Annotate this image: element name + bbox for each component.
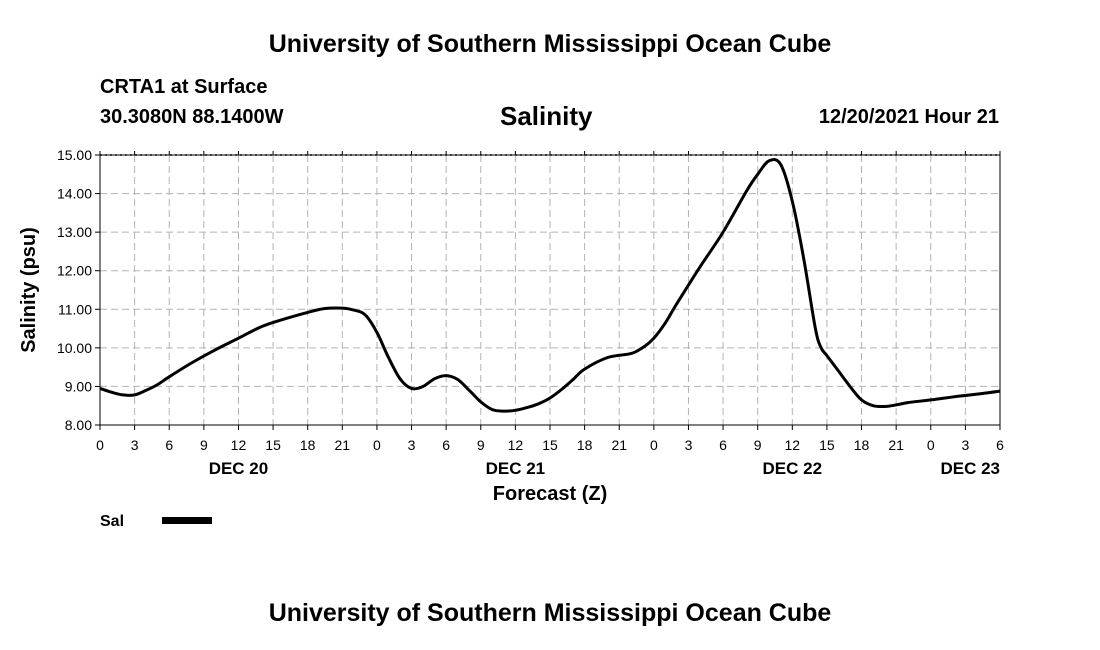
x-tick-label: 12 <box>231 437 247 453</box>
y-tick-label: 10.00 <box>57 340 92 356</box>
grid-lines <box>100 154 1000 425</box>
x-tick-label: 9 <box>477 437 485 453</box>
x-tick-label: 0 <box>927 437 935 453</box>
x-tick-label: 12 <box>785 437 801 453</box>
x-tick-label: 0 <box>373 437 381 453</box>
y-tick-label: 8.00 <box>65 417 92 433</box>
y-axis-label: Salinity (psu) <box>18 227 40 353</box>
y-tick-label: 13.00 <box>57 224 92 240</box>
x-tick-label: 21 <box>888 437 904 453</box>
x-tick-label: 15 <box>542 437 558 453</box>
station-coordinates: 30.3080N 88.1400W <box>100 106 284 128</box>
y-tick-label: 14.00 <box>57 186 92 202</box>
x-axis-ticks: 0 3 6 9 12 15 18 21 0 3 6 9 12 15 18 21 0 3 6 9 12 15 18 21 0 3 6 D… <box>96 151 1004 478</box>
x-tick-label: 3 <box>131 437 139 453</box>
x-tick-label: 18 <box>300 437 316 453</box>
station-label: CRTA1 at Surface <box>100 76 268 98</box>
y-axis-ticks: 8.00 9.00 10.00 11.00 12.00 13.00 14.00 15.00 <box>57 147 100 433</box>
x-tick-label: 3 <box>685 437 693 453</box>
x-tick-label: 9 <box>200 437 208 453</box>
salinity-chart: 8.00 9.00 10.00 11.00 12.00 13.00 14.00 15.00 0… <box>18 147 1004 530</box>
x-tick-label: 3 <box>961 437 969 453</box>
day-label: DEC 23 <box>940 459 1000 478</box>
legend-label: Sal <box>100 513 124 530</box>
footer-title: University of Southern Mississippi Ocean… <box>268 599 832 627</box>
day-label: DEC 22 <box>763 459 823 478</box>
x-tick-label: 21 <box>335 437 351 453</box>
chart-title: Salinity <box>500 101 593 131</box>
legend-swatch <box>162 517 212 524</box>
x-tick-label: 21 <box>611 437 627 453</box>
salinity-series-line <box>99 158 1001 413</box>
x-tick-label: 6 <box>996 437 1004 453</box>
x-tick-label: 6 <box>442 437 450 453</box>
x-tick-label: 9 <box>754 437 762 453</box>
y-tick-label: 12.00 <box>57 263 92 279</box>
day-label: DEC 20 <box>209 459 269 478</box>
x-tick-label: 15 <box>819 437 835 453</box>
x-tick-label: 18 <box>854 437 870 453</box>
x-tick-label: 0 <box>96 437 104 453</box>
day-label: DEC 21 <box>486 459 546 478</box>
y-tick-label: 15.00 <box>57 147 92 163</box>
plot-frame <box>99 154 1001 426</box>
x-tick-label: 3 <box>408 437 416 453</box>
x-tick-label: 12 <box>508 437 524 453</box>
x-tick-label: 15 <box>265 437 281 453</box>
x-tick-label: 6 <box>165 437 173 453</box>
y-tick-label: 9.00 <box>65 378 92 394</box>
x-axis-label: Forecast (Z) <box>493 483 607 505</box>
x-tick-label: 0 <box>650 437 658 453</box>
y-tick-label: 11.00 <box>58 301 92 317</box>
page-title: University of Southern Mississippi Ocean… <box>268 30 832 58</box>
x-tick-label: 6 <box>719 437 727 453</box>
forecast-datetime: 12/20/2021 Hour 21 <box>818 106 999 128</box>
x-tick-label: 18 <box>577 437 593 453</box>
